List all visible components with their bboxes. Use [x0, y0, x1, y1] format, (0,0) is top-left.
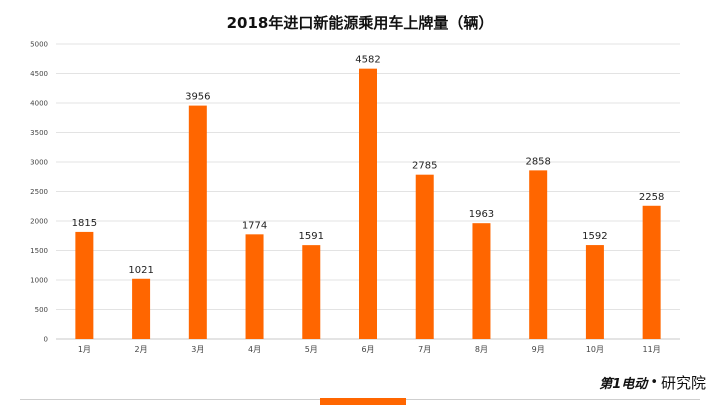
x-tick-label: 10月 — [586, 345, 604, 354]
y-tick-label: 1500 — [30, 247, 48, 255]
bar — [245, 234, 264, 339]
data-label: 2785 — [412, 161, 437, 172]
data-labels: 1815 1021 3956 1774 1591 4582 2785 1963 2858 1592… — [72, 55, 665, 276]
y-tick-label: 4000 — [30, 100, 48, 108]
bar — [585, 245, 604, 339]
x-tick-label: 5月 — [305, 345, 318, 354]
data-label: 1963 — [469, 209, 494, 220]
y-tick-label: 3500 — [30, 129, 48, 137]
brand-logo: 第1电动 — [599, 377, 648, 392]
y-tick-label: 1000 — [30, 277, 48, 285]
bar — [132, 278, 151, 339]
y-tick-label: 500 — [35, 306, 48, 314]
data-label: 1021 — [128, 265, 153, 276]
data-label: 3956 — [185, 92, 210, 103]
bar — [188, 105, 207, 339]
x-axis-ticks: 1月 2月 3月 4月 5月 6月 7月 8月 9月 10月 11月 — [78, 345, 661, 354]
brand-text: 研究院 — [660, 374, 706, 392]
bar — [75, 231, 94, 339]
data-label: 1592 — [582, 231, 607, 242]
x-tick-label: 6月 — [361, 345, 374, 354]
y-tick-label: 2500 — [30, 188, 48, 196]
data-label: 2858 — [525, 156, 550, 167]
data-label: 1774 — [242, 220, 267, 231]
bar — [415, 174, 434, 339]
y-tick-label: 2000 — [30, 218, 48, 226]
bar — [472, 223, 491, 339]
x-tick-label: 4月 — [248, 345, 261, 354]
x-tick-label: 11月 — [643, 345, 661, 354]
y-tick-label: 5000 — [30, 41, 48, 49]
x-tick-label: 3月 — [191, 345, 204, 354]
x-tick-label: 1月 — [78, 345, 91, 354]
bar — [642, 205, 661, 339]
bar — [529, 170, 548, 339]
footer-accent-bar — [320, 398, 406, 405]
x-tick-label: 7月 — [418, 345, 431, 354]
x-tick-label: 9月 — [532, 345, 545, 354]
y-axis-ticks: 0 500 1000 1500 2000 2500 3000 3500 4000 4500 5000 — [30, 41, 48, 344]
data-label: 4582 — [355, 55, 380, 66]
chart-title: 2018年进口新能源乘用车上牌量（辆） — [227, 14, 494, 32]
y-tick-label: 3000 — [30, 159, 48, 167]
y-tick-label: 4500 — [30, 70, 48, 78]
data-label: 1591 — [299, 231, 324, 242]
x-tick-label: 2月 — [135, 345, 148, 354]
y-tick-label: 0 — [44, 336, 48, 344]
bars — [75, 68, 661, 340]
data-label: 1815 — [72, 218, 97, 229]
bar — [359, 68, 377, 340]
data-label: 2258 — [639, 192, 664, 203]
brand-separator: • — [650, 375, 658, 390]
brand-watermark: 第1电动 • 研究院 — [599, 372, 706, 393]
x-tick-label: 8月 — [475, 345, 488, 354]
bar — [302, 245, 321, 339]
